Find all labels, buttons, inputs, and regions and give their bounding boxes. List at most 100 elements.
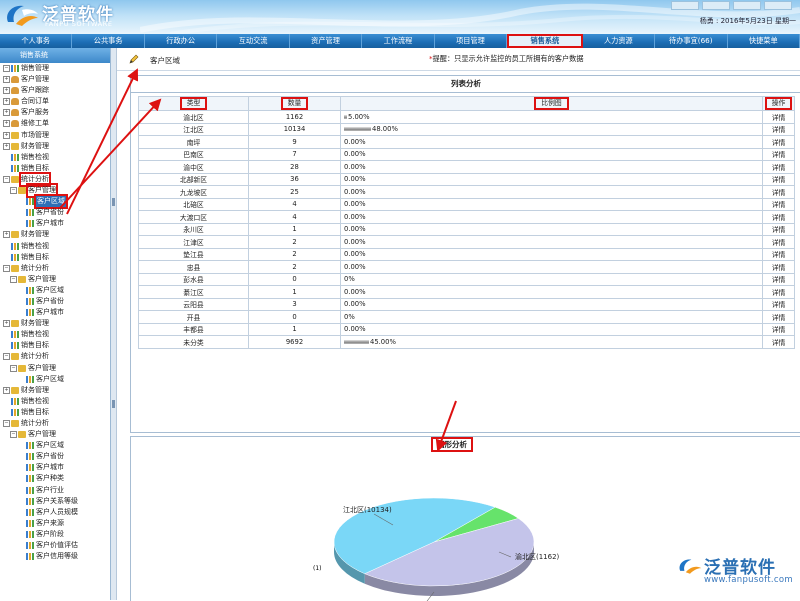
- nav-item-1[interactable]: 公共事务: [72, 34, 145, 48]
- collapse-icon[interactable]: −: [3, 65, 10, 72]
- detail-link[interactable]: 详情: [771, 263, 786, 272]
- nav-item-3[interactable]: 互动交流: [217, 34, 290, 48]
- detail-link[interactable]: 详情: [771, 213, 786, 222]
- detail-link[interactable]: 详情: [771, 326, 786, 335]
- detail-link[interactable]: 详情: [771, 226, 786, 235]
- sidebar-item[interactable]: 客户省份: [0, 296, 110, 307]
- sidebar-item[interactable]: − 统计分析: [0, 351, 110, 362]
- expand-icon[interactable]: +: [3, 131, 10, 139]
- sidebar-item[interactable]: 客户城市: [0, 462, 110, 473]
- collapse-icon[interactable]: −: [10, 431, 17, 439]
- splitter-grip[interactable]: [112, 198, 115, 206]
- sidebar-title[interactable]: 销售系统: [0, 48, 110, 63]
- sidebar-item[interactable]: 销售检视: [0, 396, 110, 407]
- sidebar-item[interactable]: + 客户跟踪: [0, 85, 110, 96]
- detail-link[interactable]: 详情: [771, 126, 786, 135]
- sidebar-item[interactable]: 客户关系等级: [0, 496, 110, 507]
- sidebar-item[interactable]: − 客户管理: [0, 363, 110, 374]
- expand-icon[interactable]: +: [3, 320, 10, 328]
- sidebar-item[interactable]: + 市场管理: [0, 130, 110, 141]
- sidebar-item[interactable]: 客户省份: [0, 207, 110, 218]
- sidebar-item[interactable]: + 财务管理: [0, 385, 110, 396]
- collapse-icon[interactable]: −: [3, 353, 10, 361]
- sidebar-item[interactable]: + 合同订单: [0, 96, 110, 107]
- sidebar-item[interactable]: − 客户管理: [0, 183, 110, 199]
- sidebar-item[interactable]: 客户种类: [0, 473, 110, 484]
- sidebar-item[interactable]: 客户行业: [0, 485, 110, 496]
- expand-icon[interactable]: +: [3, 386, 10, 394]
- sidebar-item[interactable]: − 统计分析: [0, 171, 110, 188]
- sidebar-item[interactable]: + 财务管理: [0, 229, 110, 240]
- sidebar-item[interactable]: + 财务管理: [0, 141, 110, 152]
- nav-item-4[interactable]: 资产管理: [290, 34, 363, 48]
- sidebar-item[interactable]: 销售检视: [0, 152, 110, 163]
- top-link-1[interactable]: [671, 1, 699, 10]
- sidebar-item[interactable]: − 统计分析: [0, 418, 110, 429]
- detail-link[interactable]: 详情: [771, 238, 786, 247]
- detail-link[interactable]: 详情: [771, 288, 786, 297]
- nav-item-6[interactable]: 项目管理: [435, 34, 508, 48]
- sidebar-item[interactable]: 客户价值评估: [0, 540, 110, 551]
- detail-link[interactable]: 详情: [771, 163, 786, 172]
- sidebar-item[interactable]: + 客户管理: [0, 74, 110, 85]
- sidebar-item[interactable]: 客户来源: [0, 518, 110, 529]
- collapse-icon[interactable]: −: [3, 420, 10, 427]
- expand-icon[interactable]: +: [3, 231, 10, 239]
- sidebar-item[interactable]: 客户阶段: [0, 529, 110, 540]
- detail-link[interactable]: 详情: [771, 251, 786, 260]
- detail-link[interactable]: 详情: [771, 276, 786, 285]
- sidebar-item[interactable]: 销售目标: [0, 407, 110, 418]
- expand-icon[interactable]: +: [3, 142, 10, 150]
- top-link-3[interactable]: [733, 1, 761, 10]
- nav-item-0[interactable]: 个人事务: [0, 34, 73, 48]
- collapse-icon[interactable]: −: [10, 275, 17, 283]
- sidebar-item[interactable]: 客户城市: [0, 218, 110, 229]
- sidebar-item[interactable]: 销售目标: [0, 163, 110, 174]
- detail-link[interactable]: 详情: [771, 313, 786, 322]
- detail-link[interactable]: 详情: [771, 138, 786, 147]
- top-link-2[interactable]: [702, 1, 730, 10]
- sidebar-item[interactable]: − 销售管理: [0, 63, 110, 74]
- nav-item-2[interactable]: 行政办公: [145, 34, 218, 48]
- sidebar-item[interactable]: 客户人员规模: [0, 507, 110, 518]
- sidebar-item[interactable]: 客户城市: [0, 307, 110, 318]
- nav-item-10[interactable]: 快捷菜单: [728, 34, 800, 48]
- sidebar-item[interactable]: 销售目标: [0, 340, 110, 351]
- expand-icon[interactable]: +: [3, 87, 10, 95]
- sidebar-item[interactable]: 客户区域: [0, 285, 110, 296]
- nav-item-5[interactable]: 工作流程: [362, 34, 435, 48]
- detail-link[interactable]: 详情: [771, 338, 786, 347]
- detail-link[interactable]: 详情: [771, 301, 786, 310]
- splitter-grip[interactable]: [112, 400, 115, 408]
- sidebar-item[interactable]: − 统计分析: [0, 263, 110, 274]
- nav-item-9[interactable]: 待办事宜(66): [655, 34, 728, 48]
- sidebar-item[interactable]: + 客户服务: [0, 107, 110, 118]
- sidebar-item[interactable]: 客户区域: [0, 194, 110, 210]
- expand-icon[interactable]: +: [3, 109, 10, 117]
- sidebar-item[interactable]: + 维修工单: [0, 118, 110, 129]
- nav-item-7[interactable]: 销售系统: [507, 34, 583, 48]
- detail-link[interactable]: 详情: [771, 188, 786, 197]
- expand-icon[interactable]: +: [3, 120, 10, 128]
- collapse-icon[interactable]: −: [3, 264, 10, 272]
- expand-icon[interactable]: +: [3, 76, 10, 84]
- sidebar-item[interactable]: 客户省份: [0, 451, 110, 462]
- sidebar-item[interactable]: 客户区域: [0, 440, 110, 451]
- expand-icon[interactable]: +: [3, 98, 10, 106]
- detail-link[interactable]: 详情: [771, 113, 786, 122]
- collapse-icon[interactable]: −: [3, 175, 10, 183]
- sidebar-item[interactable]: 销售检视: [0, 241, 110, 252]
- sidebar-item[interactable]: 销售检视: [0, 329, 110, 340]
- detail-link[interactable]: 详情: [771, 151, 786, 160]
- sidebar-item[interactable]: + 财务管理: [0, 318, 110, 329]
- sidebar-item[interactable]: − 客户管理: [0, 274, 110, 285]
- collapse-icon[interactable]: −: [10, 187, 17, 195]
- collapse-icon[interactable]: −: [10, 364, 17, 372]
- sidebar-item[interactable]: 客户信用等级: [0, 551, 110, 562]
- top-link-4[interactable]: [764, 1, 792, 10]
- sidebar-item[interactable]: 客户区域: [0, 374, 110, 385]
- detail-link[interactable]: 详情: [771, 201, 786, 210]
- detail-link[interactable]: 详情: [771, 176, 786, 185]
- sidebar-item[interactable]: 销售目标: [0, 252, 110, 263]
- nav-item-8[interactable]: 人力资源: [583, 34, 656, 48]
